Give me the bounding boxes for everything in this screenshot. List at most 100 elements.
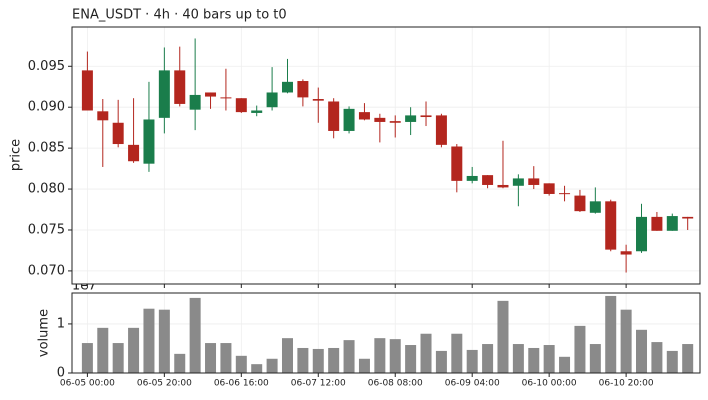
volume-bar	[128, 327, 140, 373]
candle-body	[328, 101, 340, 131]
y-axis-label: volume	[37, 309, 52, 357]
x-tick-label: 06-10 20:00	[599, 379, 654, 389]
x-tick-label: 06-10 00:00	[522, 379, 577, 389]
volume-bar	[343, 340, 355, 373]
candle-body	[112, 122, 124, 145]
candle-body	[651, 216, 663, 231]
x-tick-label: 06-06 16:00	[214, 379, 269, 389]
candle-body	[605, 201, 617, 250]
candle-body	[81, 70, 93, 111]
candle-body	[251, 110, 263, 113]
candle-body	[266, 92, 278, 108]
candle-body	[559, 193, 571, 195]
y-tick-label: 0.085	[28, 141, 65, 156]
plot-frame	[71, 292, 701, 374]
volume-bar	[251, 364, 263, 373]
candle-body	[574, 195, 586, 212]
volume-bar	[466, 349, 478, 373]
volume-bar	[605, 295, 617, 373]
chart-title: ENA_USDT · 4h · 40 bars up to t0	[72, 8, 287, 23]
candle-body	[482, 175, 494, 185]
volume-bar	[559, 356, 571, 373]
volume-bar	[143, 308, 155, 373]
volume-bar	[651, 342, 663, 373]
volume-bar	[266, 358, 278, 373]
candle-body	[389, 121, 401, 123]
candle-body	[497, 184, 509, 188]
candle-body	[512, 178, 524, 186]
volume-bar	[358, 358, 370, 373]
volume-bar	[666, 350, 678, 373]
x-tick-label: 06-08 08:00	[368, 379, 423, 389]
candle-body	[158, 70, 170, 118]
candle-body	[666, 216, 678, 231]
candle-body	[312, 99, 324, 101]
volume-bar	[112, 343, 124, 373]
y-tick-label: 1	[57, 316, 65, 331]
volume-bar	[158, 309, 170, 373]
candle-body	[374, 117, 386, 122]
volume-bar	[682, 344, 694, 373]
candle-body	[343, 108, 355, 131]
candle-body	[143, 119, 155, 164]
candle-body	[589, 201, 601, 213]
y-tick-label: 0.090	[28, 100, 65, 115]
candle-body	[235, 98, 247, 113]
volume-bar	[497, 300, 509, 373]
volume-bar	[636, 329, 648, 373]
y-tick-label: 0	[57, 366, 65, 381]
volume-bar	[205, 343, 217, 373]
volume-bar	[328, 347, 340, 373]
candle-body	[128, 144, 140, 162]
candle-body	[174, 70, 186, 104]
candle-body	[97, 111, 109, 121]
plot-frame	[71, 26, 701, 285]
volume-bar	[435, 350, 447, 373]
volume-bar	[312, 348, 324, 373]
candle-body	[220, 97, 232, 99]
candle-body	[358, 112, 370, 120]
volume-bar	[389, 339, 401, 373]
candle-body	[281, 81, 293, 93]
candle-body	[682, 216, 694, 219]
candle-body	[297, 81, 309, 98]
volume-bar	[281, 338, 293, 373]
volume-bar	[512, 344, 524, 373]
x-tick-label: 06-05 20:00	[137, 379, 192, 389]
x-tick-label: 06-07 12:00	[291, 379, 346, 389]
candle-body	[466, 175, 478, 181]
y-tick-label: 0.070	[28, 263, 65, 278]
x-tick-label: 06-09 04:00	[445, 379, 500, 389]
y-tick-label: 0.095	[28, 59, 65, 74]
volume-bar	[574, 325, 586, 373]
y-tick-label: 0.075	[28, 222, 65, 237]
volume-bar	[420, 333, 432, 373]
volume-bar	[220, 343, 232, 373]
volume-bar	[405, 345, 417, 373]
volume-bar	[235, 355, 247, 373]
candle-body	[543, 183, 555, 194]
candle-body	[528, 178, 540, 185]
volume-bar	[297, 347, 309, 373]
plot-area	[72, 27, 700, 284]
candle-body	[435, 115, 447, 145]
volume-bar	[174, 353, 186, 373]
y-axis-label: price	[9, 139, 24, 171]
candle-body	[205, 92, 217, 97]
volume-bar	[589, 344, 601, 373]
volume-bar	[189, 297, 201, 373]
x-tick-label: 06-05 00:00	[60, 379, 115, 389]
volume-bar	[374, 338, 386, 373]
volume-bar	[620, 309, 632, 373]
volume-bar	[81, 343, 93, 373]
volume-bar	[97, 327, 109, 373]
candle-body	[451, 146, 463, 181]
candle-body	[405, 115, 417, 122]
candle-body	[620, 251, 632, 255]
volume-bar	[482, 344, 494, 373]
candle-body	[636, 216, 648, 252]
y-tick-label: 0.080	[28, 182, 65, 197]
volume-bar	[543, 345, 555, 373]
